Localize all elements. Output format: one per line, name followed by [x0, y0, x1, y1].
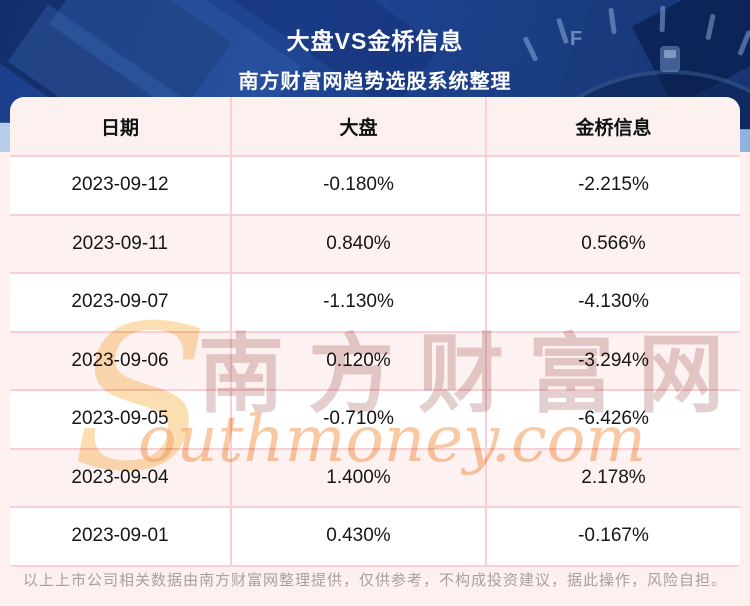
cell-market-change: 0.430% [230, 508, 485, 565]
cell-date: 2023-09-05 [71, 408, 169, 430]
cell-stock-change: -3.294% [485, 332, 740, 389]
table-row: 2023-09-06 0.120% -3.294% [10, 330, 740, 389]
table-body: 2023-09-12 -0.180% -2.215% 2023-09-11 0.… [10, 155, 740, 567]
table-row: 2023-09-05 -0.710% -6.426% [10, 389, 740, 448]
page-subtitle: 南方财富网趋势选股系统整理 [238, 71, 512, 93]
table-row: 2023-09-07 -1.130% -4.130% [10, 272, 740, 331]
gauge-f-label: F [570, 28, 583, 50]
disclaimer-text: 以上上市公司相关数据由南方财富网整理提供，仅供参考，不构成投资建议，据此操作，风… [22, 572, 727, 589]
cell-stock-change: 0.566% [485, 215, 740, 272]
cell-market-change: 0.120% [230, 332, 485, 389]
cell-market-change: 0.840% [230, 215, 485, 272]
page-title: 大盘VS金桥信息 [286, 28, 464, 54]
fuel-pump-icon [660, 46, 680, 72]
table-header-row: 日期 大盘 金桥信息 [10, 97, 740, 155]
column-header-stock: 金桥信息 [485, 97, 740, 155]
cell-market-change: 1.400% [230, 449, 485, 506]
cell-market-change: -0.710% [230, 391, 485, 448]
cell-stock-change: 2.178% [485, 449, 740, 506]
cell-date: 2023-09-07 [71, 291, 169, 313]
data-table: 日期 大盘 金桥信息 2023-09-12 -0.180% -2.215% 20… [10, 97, 740, 567]
table-row: 2023-09-12 -0.180% -2.215% [10, 155, 740, 214]
table-row: 2023-09-01 0.430% -0.167% [10, 506, 740, 565]
cell-stock-change: -6.426% [485, 391, 740, 448]
cell-date: 2023-09-11 [72, 232, 168, 254]
cell-stock-change: -4.130% [485, 274, 740, 331]
table-row: 2023-09-11 0.840% 0.566% [10, 213, 740, 272]
cell-date: 2023-09-12 [71, 174, 169, 196]
cell-date: 2023-09-06 [71, 349, 169, 371]
cell-market-change: -1.130% [230, 274, 485, 331]
cell-market-change: -0.180% [230, 157, 485, 214]
cell-stock-change: -0.167% [485, 508, 740, 565]
cell-date: 2023-09-04 [71, 466, 169, 488]
table-row: 2023-09-04 1.400% 2.178% [10, 447, 740, 506]
cell-date: 2023-09-01 [71, 525, 169, 547]
header-text-block: 大盘VS金桥信息 南方财富网趋势选股系统整理 [0, 0, 750, 94]
column-header-date: 日期 [100, 117, 139, 139]
column-header-market: 大盘 [230, 97, 485, 155]
cell-stock-change: -2.215% [485, 157, 740, 214]
